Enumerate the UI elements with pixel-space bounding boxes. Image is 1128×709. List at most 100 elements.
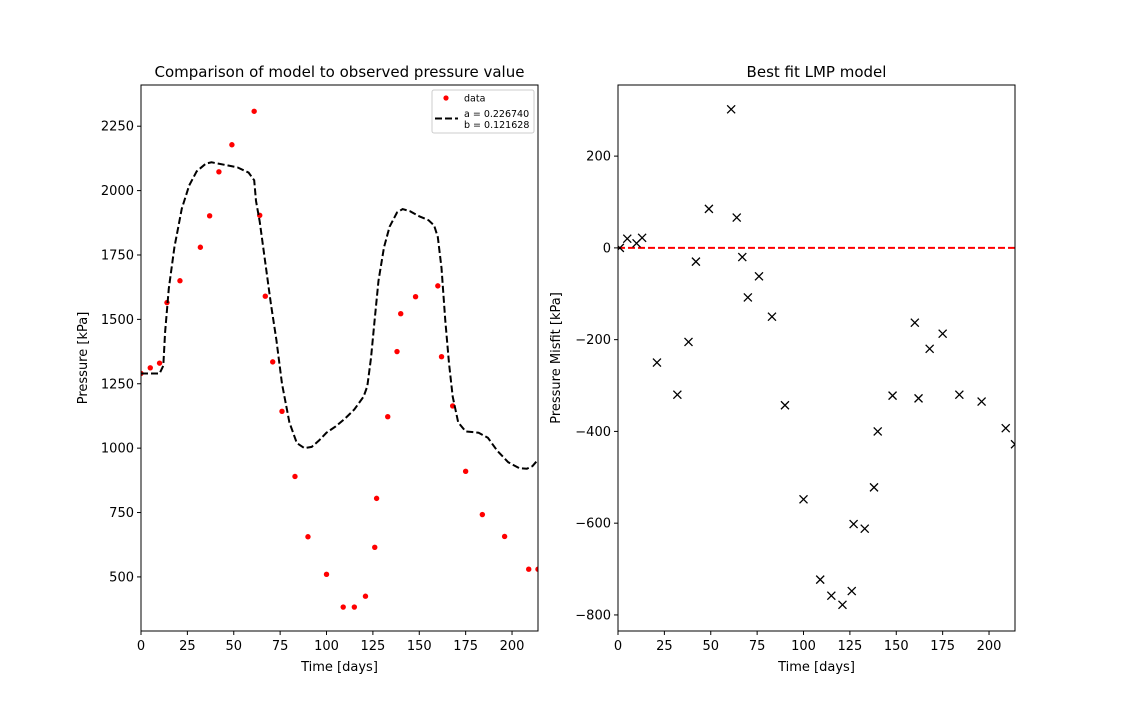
misfit-point bbox=[1010, 439, 1015, 449]
data-point bbox=[385, 414, 391, 420]
misfit-point bbox=[977, 397, 987, 407]
data-point bbox=[177, 278, 183, 284]
chart-title: Comparison of model to observed pressure… bbox=[155, 63, 525, 81]
y-tick-label: 1000 bbox=[101, 442, 134, 457]
data-point bbox=[501, 533, 508, 540]
data-point bbox=[216, 169, 222, 175]
misfit-point bbox=[684, 337, 693, 347]
misfit-point bbox=[704, 204, 714, 214]
x-tick-label: 125 bbox=[837, 639, 862, 654]
misfit-point bbox=[869, 482, 879, 492]
data-point bbox=[229, 142, 235, 148]
data-point bbox=[398, 311, 404, 317]
y-tick-label: −400 bbox=[575, 425, 611, 440]
misfit-point bbox=[732, 213, 742, 223]
x-tick-label: 25 bbox=[179, 639, 196, 654]
data-point bbox=[479, 511, 486, 518]
x-tick-label: 175 bbox=[453, 639, 478, 654]
data-point bbox=[412, 294, 419, 300]
data-point bbox=[394, 348, 400, 355]
axes-frame bbox=[617, 84, 1016, 632]
plot-content bbox=[618, 104, 1015, 610]
misfit-point bbox=[754, 271, 764, 281]
plot-area: 0 25 50 75 100 125 150 175 200 500 750 1000 1250 1500… bbox=[101, 84, 539, 654]
misfit-point bbox=[914, 393, 923, 403]
x-tick-label: 50 bbox=[702, 639, 719, 654]
x-tick-label: 25 bbox=[656, 639, 673, 654]
data-point bbox=[362, 593, 369, 599]
y-tick-label: 750 bbox=[109, 506, 134, 521]
misfit-point bbox=[860, 524, 870, 534]
misfit-point bbox=[767, 312, 777, 322]
misfit-point bbox=[849, 519, 859, 529]
misfit-point bbox=[910, 318, 920, 328]
x-tick-label: 50 bbox=[225, 639, 242, 654]
x-tick-label: 0 bbox=[137, 639, 145, 654]
x-tick-label: 75 bbox=[749, 639, 766, 654]
x-tick-label: 150 bbox=[407, 639, 432, 654]
misfit-point bbox=[1001, 423, 1011, 433]
misfit-point bbox=[815, 575, 825, 585]
data-point bbox=[323, 571, 330, 578]
data-point bbox=[462, 468, 469, 475]
misfit-point bbox=[737, 252, 747, 262]
plot-content bbox=[141, 108, 538, 610]
y-tick-label: 200 bbox=[586, 150, 611, 165]
data-point bbox=[435, 283, 441, 289]
misfit-point bbox=[637, 233, 647, 243]
misfit-point bbox=[826, 591, 836, 601]
plot-area: 0 25 50 75 100 125 150 175 200 −800 −600 −400 −200 0 2… bbox=[575, 84, 1016, 654]
misfit-point bbox=[925, 344, 935, 354]
data-point bbox=[372, 544, 378, 550]
x-axis-label: Time [days] bbox=[300, 660, 378, 675]
misfit-point bbox=[838, 600, 847, 610]
x-axis-label: Time [days] bbox=[777, 660, 855, 675]
data-point bbox=[305, 534, 311, 540]
misfit-point bbox=[622, 234, 632, 244]
legend-data-marker bbox=[443, 95, 449, 101]
y-tick-label: 2000 bbox=[101, 184, 134, 199]
misfit-chart: Best fit LMP model Time [days] Pressure … bbox=[549, 63, 1016, 675]
y-tick-label: 1250 bbox=[101, 377, 134, 392]
data-point bbox=[251, 108, 257, 114]
data-point bbox=[206, 213, 213, 219]
legend: data a = 0.226740 b = 0.121628 bbox=[431, 89, 535, 134]
x-tick-label: 125 bbox=[360, 639, 385, 654]
misfit-point bbox=[954, 390, 964, 400]
misfit-point bbox=[618, 243, 625, 253]
data-point bbox=[197, 244, 204, 250]
y-tick-label: −800 bbox=[575, 608, 611, 623]
y-tick-label: 1500 bbox=[101, 313, 134, 328]
legend-label-model-line1: a = 0.226740 bbox=[464, 109, 529, 120]
model-line bbox=[141, 161, 538, 470]
misfit-point bbox=[847, 586, 857, 596]
misfit-point bbox=[888, 391, 898, 401]
data-point bbox=[292, 473, 298, 480]
data-point bbox=[351, 604, 358, 610]
misfit-point bbox=[743, 292, 753, 302]
x-tick-label: 100 bbox=[791, 639, 816, 654]
misfit-point bbox=[691, 257, 701, 267]
misfit-point bbox=[726, 104, 736, 114]
x-tick-label: 200 bbox=[500, 639, 525, 654]
y-axis-label: Pressure Misfit [kPa] bbox=[549, 292, 564, 424]
data-point bbox=[270, 359, 276, 365]
legend-label-data: data bbox=[464, 94, 485, 105]
misfit-point bbox=[652, 358, 662, 368]
misfit-point bbox=[672, 390, 682, 400]
data-point bbox=[279, 408, 285, 415]
y-tick-label: −600 bbox=[575, 517, 611, 532]
data-point bbox=[526, 566, 532, 572]
x-tick-label: 175 bbox=[930, 639, 955, 654]
chart-title: Best fit LMP model bbox=[747, 63, 887, 81]
x-tick-label: 200 bbox=[977, 639, 1002, 654]
misfit-point bbox=[799, 494, 808, 504]
legend-label-model-line2: b = 0.121628 bbox=[464, 120, 529, 131]
x-tick-label: 150 bbox=[884, 639, 909, 654]
x-tick-label: 0 bbox=[614, 639, 622, 654]
misfit-point bbox=[780, 400, 790, 410]
y-tick-label: 500 bbox=[109, 570, 134, 585]
data-point bbox=[535, 566, 538, 572]
axes-frame bbox=[140, 84, 539, 632]
